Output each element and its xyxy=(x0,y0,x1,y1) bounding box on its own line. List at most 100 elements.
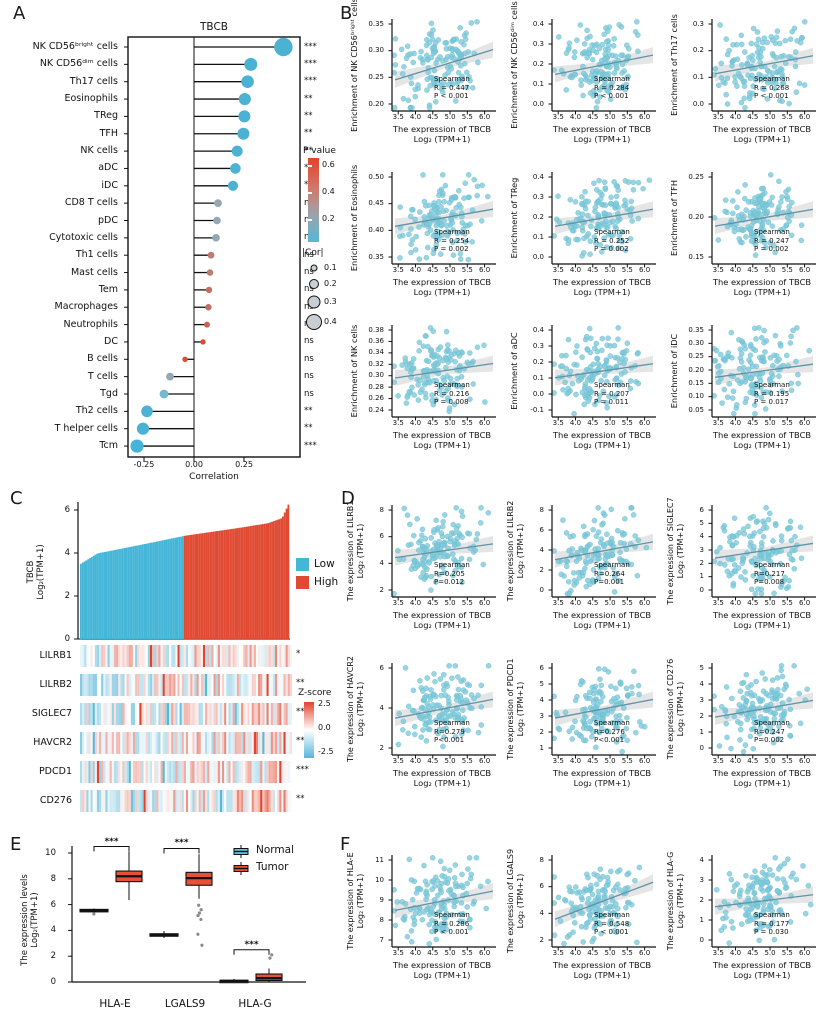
stats-line: R = 0.286 xyxy=(434,919,470,928)
heatmap-cell xyxy=(147,703,151,725)
heatmap-cell xyxy=(133,761,136,783)
heatmap-cell xyxy=(128,645,131,667)
heatmap-cell xyxy=(141,703,144,725)
lollipop-dot xyxy=(141,405,153,418)
trend-line xyxy=(394,543,494,559)
heatmap-cell xyxy=(137,732,140,754)
heatmap-cell xyxy=(190,732,193,754)
heatmap-cell xyxy=(92,732,95,754)
x-tick-label: 4.0 xyxy=(569,757,582,765)
sample-bar xyxy=(158,541,161,639)
data-point xyxy=(395,741,402,748)
heatmap-cell xyxy=(266,645,269,667)
data-point xyxy=(796,80,803,87)
data-point xyxy=(469,705,475,712)
data-point xyxy=(402,901,409,907)
significance-label: *** xyxy=(304,76,317,87)
data-point xyxy=(444,342,451,348)
data-point xyxy=(401,505,408,512)
data-point xyxy=(407,213,414,220)
sample-bar xyxy=(81,562,84,639)
heatmap-cell xyxy=(217,761,220,783)
heatmap-cell xyxy=(260,645,263,667)
trend-line xyxy=(394,890,494,912)
heatmap-canvas xyxy=(80,645,293,812)
heatmap-cell xyxy=(160,674,163,696)
cor-legend-circle xyxy=(307,295,321,309)
data-point xyxy=(480,561,487,568)
sample-bar xyxy=(107,551,110,639)
heatmap-cell xyxy=(186,761,189,783)
data-point xyxy=(553,709,560,716)
data-point xyxy=(426,714,433,720)
significance-bracket xyxy=(163,847,200,854)
x-axis-label-2: Log₂ (TPM+1) xyxy=(573,778,631,788)
stats-line: R=0.205 xyxy=(434,569,465,578)
data-point xyxy=(789,547,796,554)
heatmap-cell xyxy=(141,761,144,783)
heatmap-cell xyxy=(88,761,91,783)
x-axis-label: The expression of TBCB xyxy=(712,430,812,440)
heatmap-cell xyxy=(109,790,112,812)
data-point xyxy=(595,920,602,926)
x-tick-label: 5.5 xyxy=(781,113,793,121)
scatter-plot: The expression of HLA-E Log₂ (TPM+1) 7 8 9 10… xyxy=(346,850,505,998)
sample-bar xyxy=(163,539,166,639)
data-point xyxy=(771,85,778,92)
data-point xyxy=(757,697,764,704)
y-axis-label-line: Log₂ (TPM+1) xyxy=(355,523,365,579)
data-point xyxy=(774,28,781,34)
y-tick-label: 8 xyxy=(379,915,384,924)
x-tick-label: 5.5 xyxy=(461,266,473,274)
stats-line: Spearman xyxy=(434,381,470,389)
data-point xyxy=(430,903,437,910)
data-point xyxy=(724,394,731,400)
heatmap-cell xyxy=(289,761,293,783)
sample-bar xyxy=(103,552,106,639)
data-point xyxy=(563,558,569,564)
data-point xyxy=(427,719,434,725)
heatmap-cell xyxy=(253,703,257,725)
heatmap-cell xyxy=(283,703,286,725)
heatmap-cell xyxy=(183,703,187,725)
stats-line: Spearman xyxy=(754,719,790,727)
data-point xyxy=(592,744,599,751)
heatmap-cell xyxy=(192,703,195,725)
heatmap-cell xyxy=(156,674,159,696)
stats-line: P<0.001 xyxy=(434,736,465,745)
sample-bar xyxy=(262,524,264,639)
data-point xyxy=(427,227,434,233)
lollipop-dot xyxy=(205,304,212,311)
data-point xyxy=(729,354,735,361)
x-tick-label: 5.0 xyxy=(444,949,456,957)
stats-line: Spearman xyxy=(434,911,470,919)
scatter-plot: The expression of LILRB1 Log₂ (TPM+1) 2 4 6 8… xyxy=(346,500,505,648)
data-point xyxy=(451,556,457,563)
x-tick-label: 5.0 xyxy=(604,266,616,274)
scatter-plot: The expression of HLA-G Log₂ (TPM+1) 0 1 2 3 4… xyxy=(666,850,825,998)
data-point xyxy=(634,572,641,579)
y-axis-label: The expression of PDCD1 Log₂ (TPM+1) xyxy=(506,634,525,784)
data-point xyxy=(603,399,610,406)
sample-bar xyxy=(121,548,124,639)
data-point xyxy=(455,686,462,693)
heatmap-cell xyxy=(279,645,282,667)
x-tick-label: 3.5 xyxy=(552,757,564,765)
x-tick-label: 5.5 xyxy=(461,113,473,121)
data-point xyxy=(429,397,435,404)
sample-bar xyxy=(278,519,281,639)
data-point xyxy=(612,53,619,59)
data-point xyxy=(614,218,621,225)
data-point xyxy=(451,903,458,910)
x-tick-label: 3.5 xyxy=(712,599,724,607)
data-point xyxy=(615,324,622,331)
x-tick-label: 5.5 xyxy=(621,949,633,957)
data-point xyxy=(765,554,772,561)
data-point xyxy=(601,512,608,518)
x-tick-label: 4.5 xyxy=(427,266,439,274)
heatmap-cell xyxy=(84,674,87,696)
data-point xyxy=(772,522,779,529)
data-point xyxy=(405,703,412,710)
heatmap-cell xyxy=(147,761,151,783)
heatmap-cell xyxy=(215,645,218,667)
